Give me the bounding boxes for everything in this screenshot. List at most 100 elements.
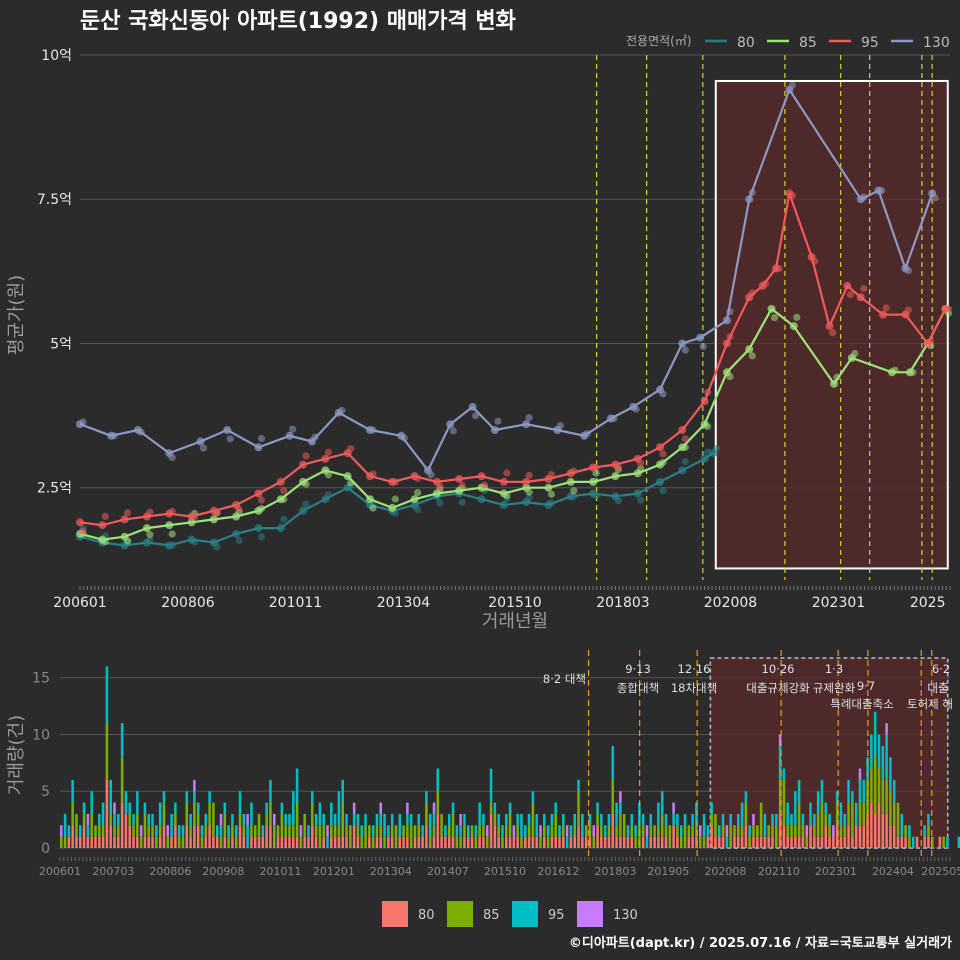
bar-segment-85	[330, 825, 333, 837]
bar-segment-95	[383, 813, 386, 837]
bar-segment-95	[98, 813, 101, 826]
bar-segment-80	[881, 813, 885, 848]
bar-segment-80	[759, 836, 763, 848]
bar-segment-85	[543, 825, 546, 837]
bar-segment-95	[398, 813, 402, 837]
bar-segment-85	[394, 825, 398, 848]
bar-segment-80	[67, 836, 71, 848]
bar-segment-95	[196, 802, 200, 814]
bar-segment-80	[417, 836, 421, 848]
bar-segment-80	[379, 836, 383, 848]
legend-label-130: 130	[923, 35, 950, 51]
bar-segment-85	[105, 723, 109, 780]
point-80	[280, 515, 288, 523]
bar-segment-85	[600, 825, 603, 837]
bar-segment-95	[314, 813, 318, 826]
bar-segment-80	[569, 836, 573, 848]
bar-segment-95	[870, 734, 873, 769]
series-line-95	[79, 192, 947, 527]
legend-label-95: 95	[861, 35, 879, 51]
bar-segment-95	[862, 779, 866, 803]
bar-segment-85	[786, 825, 789, 837]
point-130	[556, 422, 564, 430]
x-tick-label: 200601	[39, 865, 81, 878]
bar-segment-95	[132, 813, 135, 826]
bar-segment-80	[870, 802, 873, 848]
point-95	[257, 496, 266, 504]
bar-segment-85	[904, 825, 907, 837]
bar-segment-80	[238, 825, 242, 848]
bar-segment-95	[67, 825, 71, 837]
bar-segment-85	[276, 825, 280, 837]
bar-segment-80	[333, 836, 337, 848]
bar-segment-80	[607, 836, 611, 848]
bar-segment-80	[653, 836, 656, 848]
bar-segment-85	[858, 802, 862, 826]
bar-segment-80	[828, 836, 831, 848]
bar-segment-95	[889, 757, 892, 792]
bar-segment-80	[170, 836, 173, 848]
bar-segment-80	[307, 836, 310, 848]
bar-segment-95	[455, 825, 459, 837]
bar-segment-80	[94, 836, 97, 848]
bar-segment-80	[885, 813, 888, 848]
top-series	[76, 81, 953, 551]
bar-segment-130	[219, 813, 223, 826]
bar-segment-85	[942, 836, 945, 848]
bar-segment-95	[877, 734, 881, 769]
bottom-policy-lines	[587, 650, 933, 856]
bar-segment-95	[444, 825, 447, 837]
bar-segment-85	[82, 813, 86, 826]
bar-segment-95	[873, 711, 877, 758]
bar-segment-80	[71, 825, 74, 848]
bar-segment-95	[128, 802, 131, 814]
bar-segment-80	[505, 836, 508, 848]
x-tick-label: 202008	[704, 865, 746, 878]
bar-segment-80	[756, 836, 759, 848]
point-80	[614, 497, 622, 505]
bar-segment-85	[615, 825, 618, 837]
bar-segment-80	[752, 836, 755, 848]
point-130	[931, 194, 939, 202]
bar-segment-95	[326, 836, 329, 848]
bar-segment-130	[698, 825, 702, 837]
bar-segment-85	[459, 836, 462, 848]
bar-segment-95	[447, 813, 451, 826]
bar-segment-130	[432, 802, 436, 814]
bar-segment-95	[63, 813, 67, 837]
bar-segment-95	[588, 813, 592, 826]
point-95	[101, 512, 109, 520]
point-95	[347, 445, 355, 453]
bar-segment-95	[828, 813, 831, 826]
bar-segment-85	[189, 825, 192, 837]
bar-segment-85	[425, 802, 428, 826]
bar-segment-95	[866, 757, 869, 780]
bar-segment-95	[881, 745, 885, 780]
bar-segment-95	[482, 813, 485, 826]
bar-segment-80	[794, 836, 797, 848]
bar-segment-95	[246, 825, 249, 848]
bar-segment-80	[862, 825, 866, 848]
y-tick-label: 15	[32, 671, 50, 687]
bar-segment-95	[501, 825, 504, 837]
bar-segment-95	[797, 779, 801, 803]
point-95	[659, 450, 667, 458]
bar-segment-80	[832, 836, 835, 848]
bar-segment-80	[269, 825, 272, 848]
bar-segment-85	[250, 825, 253, 837]
bar-segment-130	[485, 825, 489, 837]
legend-label-80: 80	[418, 908, 435, 923]
bar-segment-85	[295, 802, 299, 837]
bar-segment-80	[877, 802, 881, 848]
x-tick-label: 200703	[92, 865, 134, 878]
point-130	[257, 434, 266, 443]
bar-segment-80	[284, 836, 287, 848]
event-label: 대출규제강화	[746, 681, 810, 695]
bar-segment-85	[660, 813, 664, 837]
bar-segment-85	[847, 802, 850, 826]
bar-segment-95	[611, 745, 615, 780]
point-95	[124, 509, 132, 517]
bar-segment-85	[139, 836, 143, 848]
bar-segment-95	[478, 802, 481, 826]
bar-segment-80	[763, 836, 767, 848]
